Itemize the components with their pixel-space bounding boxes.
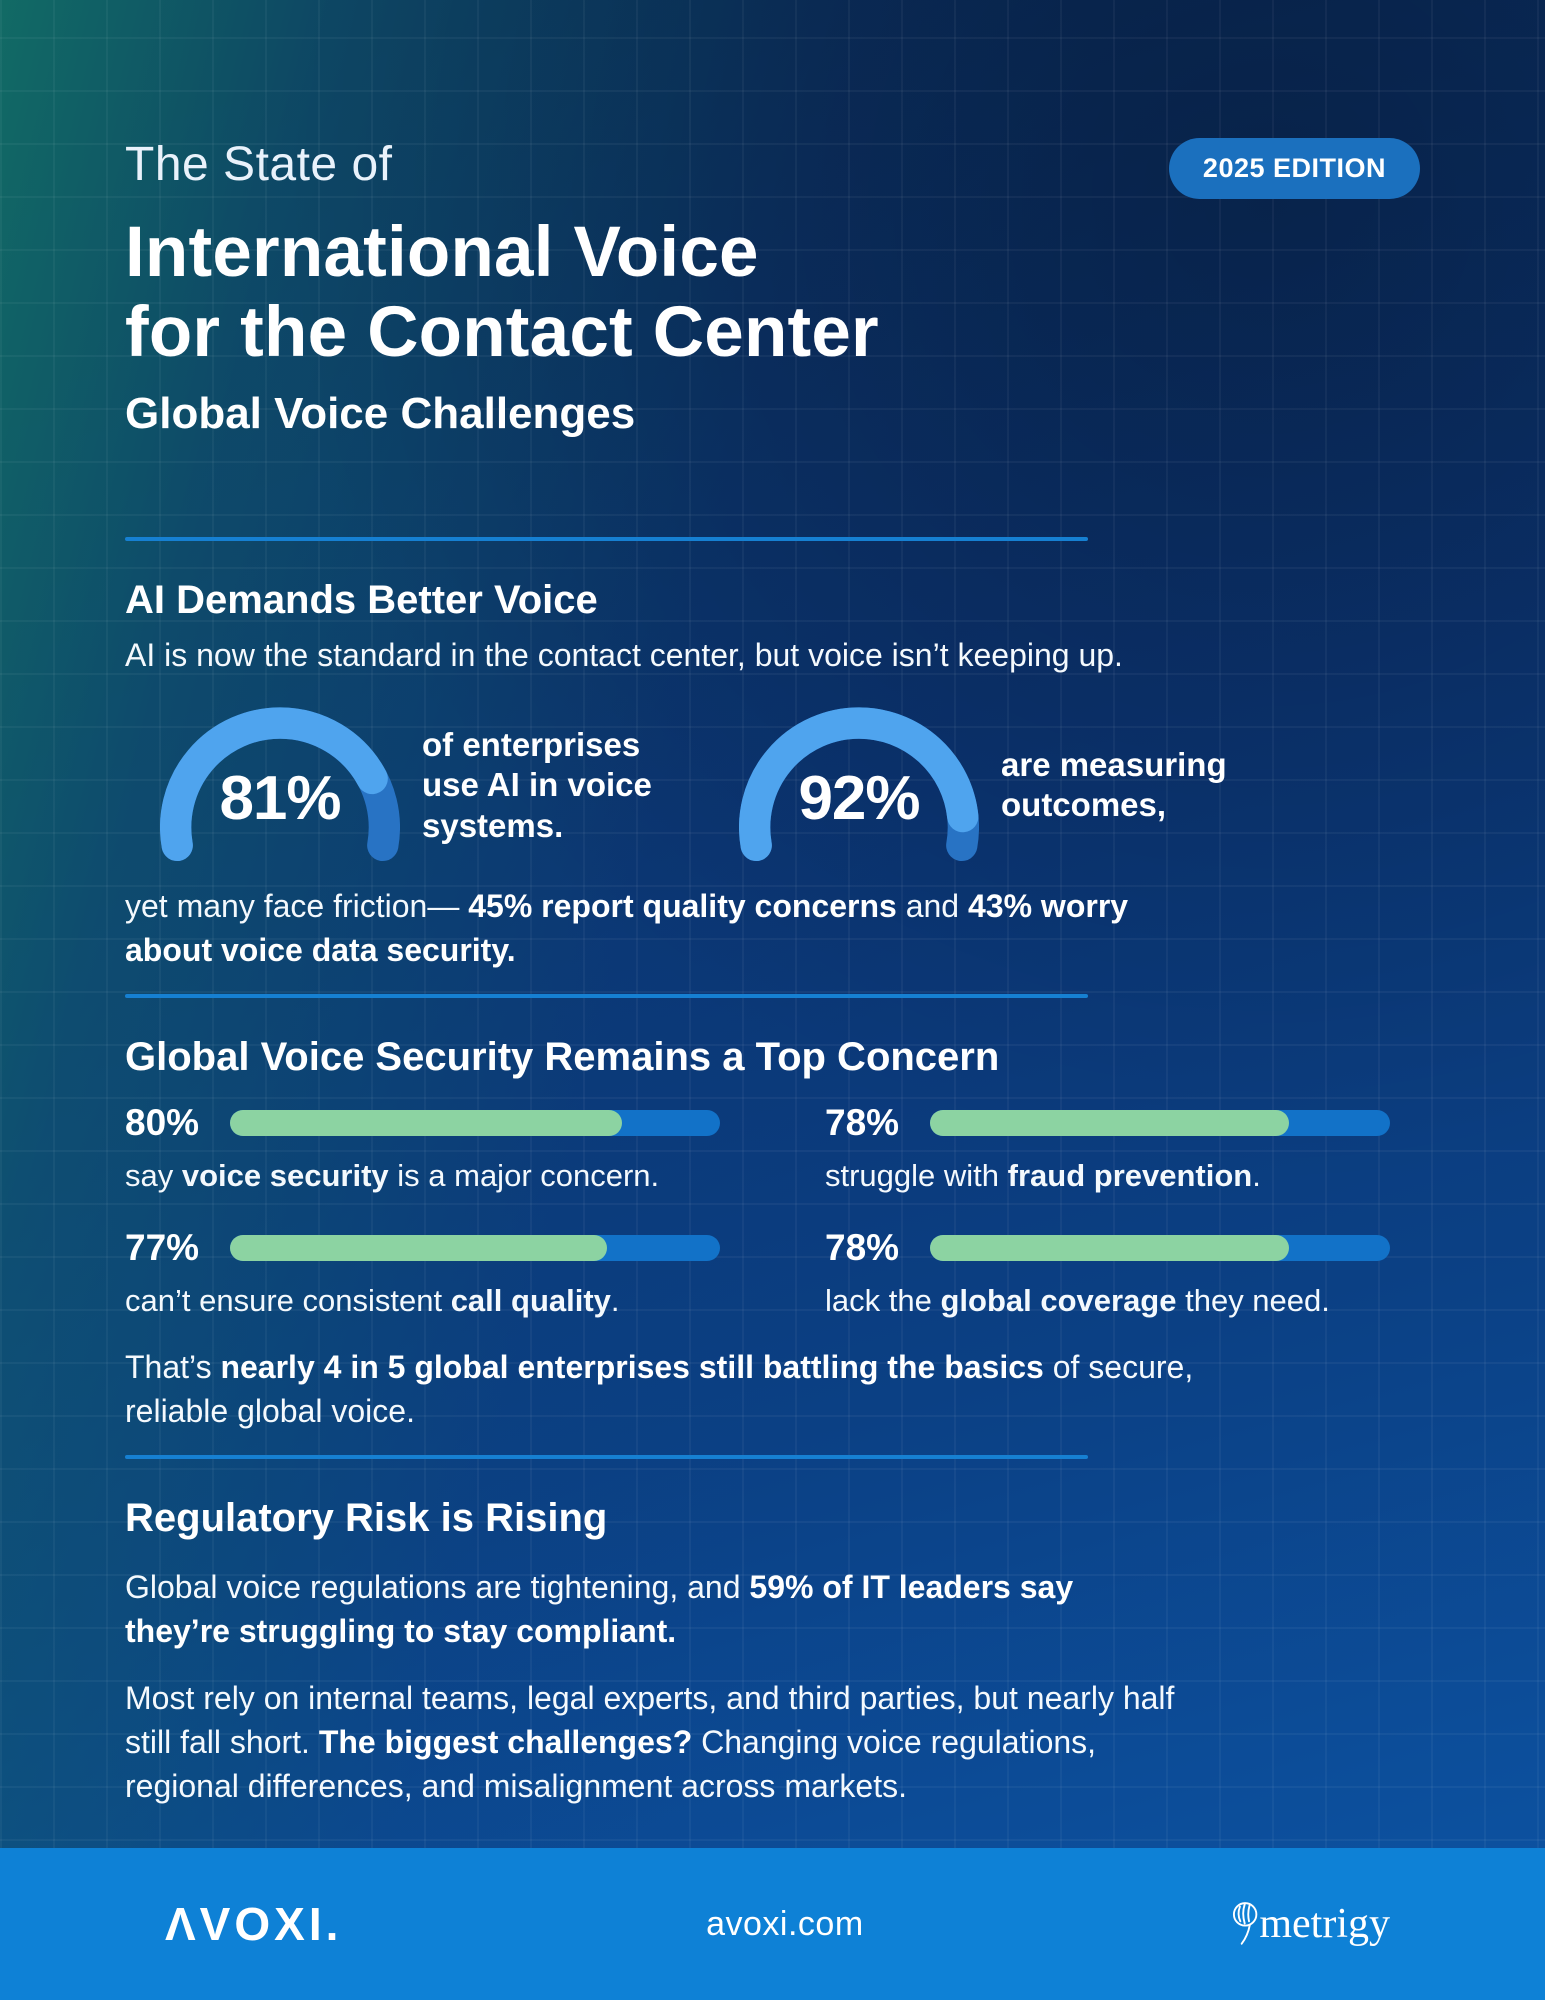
gauge-ai-adoption: 81% bbox=[160, 707, 400, 864]
stat-caption: lack the global coverage they need. bbox=[825, 1282, 1330, 1318]
progress-bar-track bbox=[230, 1110, 720, 1137]
progress-bar-track bbox=[930, 1110, 1390, 1137]
stat-caption: say voice security is a major concern. bbox=[125, 1158, 660, 1194]
stat-caption: struggle with fraud prevention. bbox=[825, 1158, 1261, 1194]
page-title-line2: for the Contact Center bbox=[125, 292, 879, 372]
security-summary-text: That’s nearly 4 in 5 global enterprises … bbox=[125, 1348, 1194, 1430]
progress-bar-track bbox=[230, 1234, 720, 1261]
regulatory-paragraph-2: Most rely on internal teams, legal exper… bbox=[125, 1679, 1175, 1804]
header: The State of 2025 EDITION bbox=[125, 136, 1420, 199]
gauge-arc bbox=[160, 707, 400, 862]
page-title-line1: International Voice bbox=[125, 213, 759, 292]
page-subtitle: Global Voice Challenges bbox=[125, 389, 636, 439]
gauge-caption: of enterprises use AI in voice systems. bbox=[422, 726, 652, 844]
stat-percent: 78% bbox=[825, 1102, 900, 1144]
footer: ΛVOXI. avoxi.com metrigy bbox=[0, 1848, 1545, 2000]
stat-fraud-prevention: 78% struggle with fraud prevention. bbox=[825, 1102, 1390, 1196]
stat-caption: can’t ensure consistent call quality. bbox=[125, 1282, 620, 1318]
ai-section-heading: AI Demands Better Voice bbox=[125, 577, 598, 622]
ai-friction-text: yet many face friction— 45% report quali… bbox=[125, 887, 1129, 969]
stat-global-coverage: 78% lack the global coverage they need. bbox=[825, 1227, 1390, 1321]
security-section-heading: Global Voice Security Remains a Top Conc… bbox=[125, 1035, 1000, 1080]
gauge-ai-outcomes: 92% bbox=[739, 707, 979, 864]
metrigy-magnifier-icon bbox=[1233, 1902, 1258, 1945]
stat-percent: 77% bbox=[125, 1226, 200, 1268]
avoxi-site-link[interactable]: avoxi.com bbox=[706, 1904, 864, 1943]
stat-percent: 78% bbox=[825, 1226, 900, 1268]
progress-bar-fill bbox=[930, 1110, 1289, 1137]
ai-section-intro: AI is now the standard in the contact ce… bbox=[125, 636, 1123, 673]
eyebrow-text: The State of bbox=[125, 138, 393, 191]
gauge-value: 81% bbox=[219, 763, 341, 833]
progress-bar-fill bbox=[930, 1234, 1289, 1261]
regulatory-paragraph-1: Global voice regulations are tightening,… bbox=[125, 1569, 1074, 1650]
page-title: International Voice for the Contact Cent… bbox=[125, 213, 1420, 372]
progress-bar-fill bbox=[230, 1110, 622, 1137]
section-divider bbox=[125, 1455, 1088, 1460]
stat-call-quality: 77% can’t ensure consistent call quality… bbox=[125, 1227, 720, 1321]
metrigy-logo: metrigy bbox=[1227, 1901, 1390, 1947]
gauge-caption: are measuring outcomes, bbox=[1001, 746, 1227, 824]
regulatory-section-heading: Regulatory Risk is Rising bbox=[125, 1496, 608, 1541]
security-stats-grid: 80% say voice security is a major concer… bbox=[125, 1102, 1420, 1321]
gauge-value: 92% bbox=[798, 763, 920, 833]
stat-percent: 80% bbox=[125, 1102, 200, 1144]
avoxi-logo: ΛVOXI. bbox=[165, 1898, 343, 1950]
progress-bar-track bbox=[930, 1234, 1390, 1261]
gauge-arc bbox=[739, 707, 979, 862]
ai-gauges: 81% of enterprises use AI in voice syste… bbox=[160, 707, 1420, 864]
edition-badge: 2025 EDITION bbox=[1168, 138, 1420, 199]
section-divider bbox=[125, 994, 1088, 999]
progress-bar-fill bbox=[230, 1234, 608, 1261]
section-divider bbox=[125, 536, 1088, 541]
metrigy-wordmark: metrigy bbox=[1259, 1900, 1390, 1947]
stat-voice-security: 80% say voice security is a major concer… bbox=[125, 1102, 720, 1196]
